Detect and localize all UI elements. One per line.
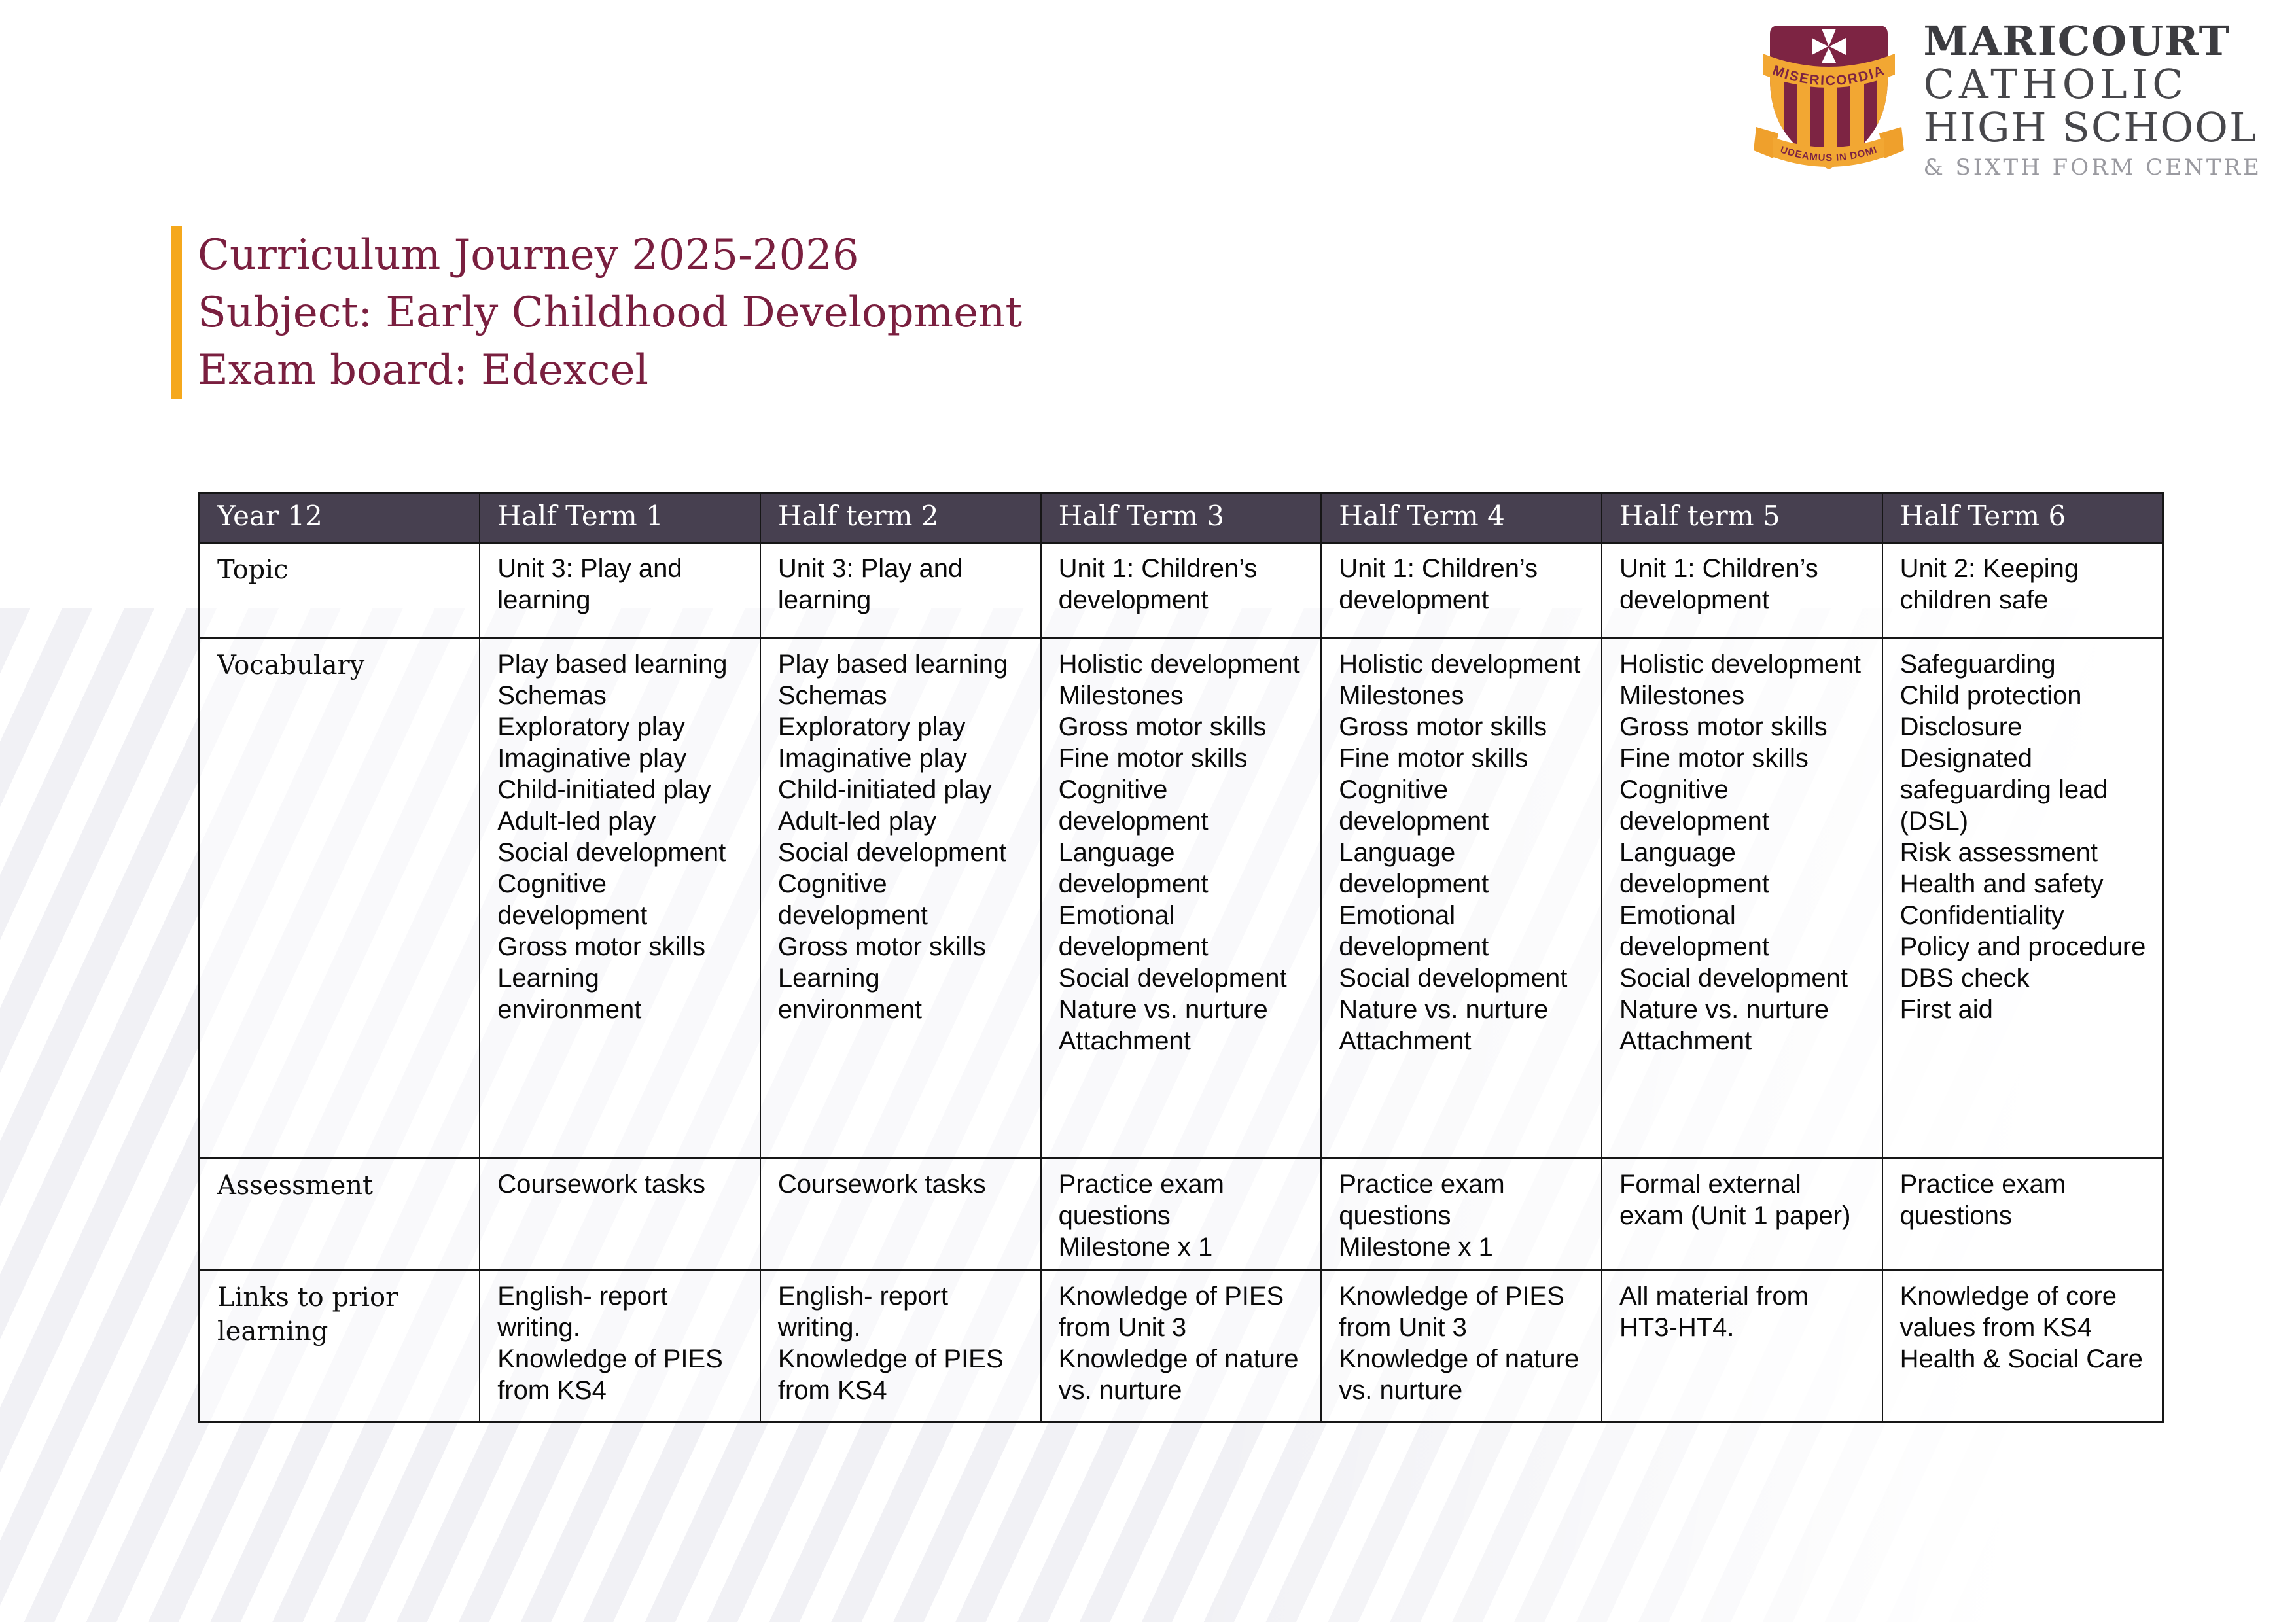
row-label-vocabulary: Vocabulary	[198, 637, 481, 1159]
crest-band	[1763, 54, 1896, 88]
crest-cross-icon	[1812, 29, 1846, 63]
school-crest: MISERICORDIA GAUDEAMUS IN DOMINO	[1753, 10, 1905, 169]
assessment-ht4-cell: Practice exam questions Milestone x 1	[1320, 1157, 1602, 1271]
page-title-line3: Exam board: Edexcel	[198, 346, 648, 395]
topic-ht4-cell: Unit 1: Children’s development	[1320, 542, 1602, 639]
assessment-ht2-cell: Coursework tasks	[759, 1157, 1042, 1271]
assessment-ht1-cell: Coursework tasks	[479, 1157, 761, 1271]
vocabulary-row: Vocabulary Play based learning Schemas E…	[198, 637, 2164, 1159]
topic-ht1-cell: Unit 3: Play and learning	[479, 542, 761, 639]
column-header-ht1: Half Term 1	[479, 492, 761, 544]
column-header-ht2: Half term 2	[759, 492, 1042, 544]
school-name-line2: CATHOLIC	[1923, 60, 2188, 108]
vocabulary-ht3-cell: Holistic development Milestones Gross mo…	[1040, 637, 1322, 1159]
topic-ht5-cell: Unit 1: Children’s development	[1600, 542, 1883, 639]
row-label-links: Links to prior learning	[198, 1269, 481, 1423]
crest-ribbon	[1754, 127, 1905, 167]
page-title-line2: Subject: Early Childhood Development	[198, 289, 1023, 337]
assessment-ht5-cell: Formal external exam (Unit 1 paper)	[1600, 1157, 1883, 1271]
school-name: MARICOURT CATHOLIC HIGH SCHOOL & SIXTH F…	[1923, 10, 2262, 181]
column-header-ht5: Half term 5	[1600, 492, 1883, 544]
school-logo: MISERICORDIA GAUDEAMUS IN DOMINO MARICOU…	[1753, 10, 2262, 182]
links-ht1-cell: English- report writing. Knowledge of PI…	[479, 1269, 761, 1423]
table-header-row: Year 12 Half Term 1 Half term 2 Half Ter…	[198, 492, 2164, 544]
school-name-line4: & SIXTH FORM CENTRE	[1923, 154, 2262, 181]
curriculum-table: Year 12 Half Term 1 Half term 2 Half Ter…	[198, 492, 2164, 1423]
links-ht6-cell: Knowledge of core values from KS4 Health…	[1881, 1269, 2164, 1423]
school-name-line3: HIGH SCHOOL	[1923, 103, 2258, 151]
column-header-ht6: Half Term 6	[1881, 492, 2164, 544]
assessment-row: Assessment Coursework tasks Coursework t…	[198, 1157, 2164, 1271]
vocabulary-ht1-cell: Play based learning Schemas Exploratory …	[479, 637, 761, 1159]
topic-ht2-cell: Unit 3: Play and learning	[759, 542, 1042, 639]
row-label-topic: Topic	[198, 542, 481, 639]
school-name-line1: MARICOURT	[1923, 17, 2231, 65]
links-ht2-cell: English- report writing. Knowledge of PI…	[759, 1269, 1042, 1423]
assessment-ht6-cell: Practice exam questions	[1881, 1157, 2164, 1271]
page-title: Curriculum Journey 2025-2026 Subject: Ea…	[171, 226, 1022, 399]
assessment-ht3-cell: Practice exam questions Milestone x 1	[1040, 1157, 1322, 1271]
row-label-assessment: Assessment	[198, 1157, 481, 1271]
links-row: Links to prior learning English- report …	[198, 1269, 2164, 1423]
vocabulary-ht6-cell: Safeguarding Child protection Disclosure…	[1881, 637, 2164, 1159]
page-title-line1: Curriculum Journey 2025-2026	[198, 231, 859, 279]
column-header-ht3: Half Term 3	[1040, 492, 1322, 544]
topic-ht6-cell: Unit 2: Keeping children safe	[1881, 542, 2164, 639]
topic-row: Topic Unit 3: Play and learning Unit 3: …	[198, 542, 2164, 639]
links-ht5-cell: All material from HT3-HT4.	[1600, 1269, 1883, 1423]
vocabulary-ht5-cell: Holistic development Milestones Gross mo…	[1600, 637, 1883, 1159]
vocabulary-ht4-cell: Holistic development Milestones Gross mo…	[1320, 637, 1602, 1159]
column-header-year: Year 12	[198, 492, 481, 544]
links-ht4-cell: Knowledge of PIES from Unit 3 Knowledge …	[1320, 1269, 1602, 1423]
column-header-ht4: Half Term 4	[1320, 492, 1602, 544]
vocabulary-ht2-cell: Play based learning Schemas Exploratory …	[759, 637, 1042, 1159]
topic-ht3-cell: Unit 1: Children’s development	[1040, 542, 1322, 639]
links-ht3-cell: Knowledge of PIES from Unit 3 Knowledge …	[1040, 1269, 1322, 1423]
